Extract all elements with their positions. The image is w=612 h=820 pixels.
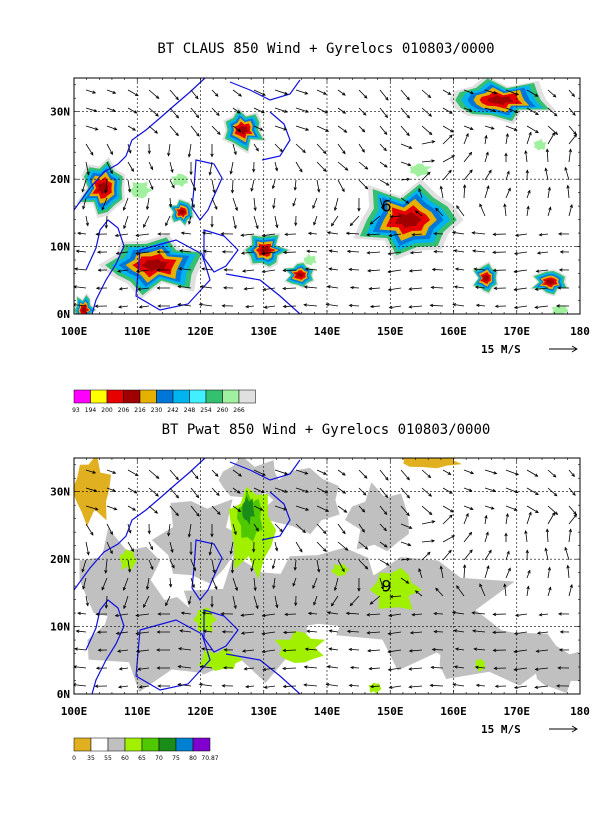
- lat-label: 30N: [50, 106, 70, 119]
- colorbar-label: 80: [189, 755, 197, 762]
- wind-arrow: [284, 252, 296, 253]
- colorbar-swatch: [108, 738, 125, 751]
- field-layer: 6: [73, 76, 580, 325]
- gyre-marker: 9: [381, 577, 391, 596]
- colorbar-label: 266: [233, 407, 245, 414]
- lon-label: 160E: [440, 325, 467, 338]
- colorbar-label: 216: [134, 407, 146, 414]
- reference-vector-label: 15 M/S: [481, 343, 521, 356]
- colorbar-swatch: [107, 390, 124, 403]
- lat-label: 10N: [50, 241, 70, 254]
- colorbar-swatch: [125, 738, 142, 751]
- gyre-marker: 6: [381, 197, 391, 216]
- colorbar-label: 70.87: [201, 755, 218, 762]
- colorbar-swatch: [223, 390, 240, 403]
- reference-vector-label: 15 M/S: [481, 723, 521, 736]
- colorbar-swatch: [140, 390, 157, 403]
- colorbar-swatch: [239, 390, 256, 403]
- colorbar-label: 193: [72, 407, 80, 414]
- colorbar-label: 206: [118, 407, 130, 414]
- lat-label: 30N: [50, 486, 70, 499]
- lat-label: 0N: [57, 688, 70, 701]
- colorbar-label: 70: [155, 755, 163, 762]
- lon-label: 140E: [314, 325, 341, 338]
- wind-arrow: [284, 632, 296, 633]
- wind-arrow: [285, 614, 296, 615]
- colorbar-swatch: [206, 390, 223, 403]
- lon-label: 140E: [314, 705, 341, 718]
- colorbar-swatch: [91, 738, 108, 751]
- colorbar-swatch: [142, 738, 159, 751]
- colorbar-swatch: [74, 738, 91, 751]
- lon-label: 110E: [124, 705, 151, 718]
- colorbar-swatch: [190, 390, 207, 403]
- lon-label: 160E: [440, 705, 467, 718]
- colorbar-label: 60: [121, 755, 129, 762]
- lon-label: 120E: [187, 705, 214, 718]
- lon-label: 180: [570, 705, 590, 718]
- lat-label: 0N: [57, 308, 70, 321]
- lon-label: 110E: [124, 325, 151, 338]
- colorbar-swatch: [74, 390, 91, 403]
- colorbar-label: 0: [72, 755, 76, 762]
- panel2-title: BT Pwat 850 Wind + Gyrelocs 010803/0000: [20, 422, 612, 438]
- colorbar-label: 75: [172, 755, 180, 762]
- lat-label: 20N: [50, 173, 70, 186]
- colorbar-swatch: [124, 390, 141, 403]
- lat-label: 20N: [50, 553, 70, 566]
- colorbar-swatch: [173, 390, 190, 403]
- colorbar-label: 65: [138, 755, 146, 762]
- lon-label: 150E: [377, 325, 404, 338]
- lat-label: 10N: [50, 621, 70, 634]
- panel2-colorbar: 0 35 55 60 65 70 75 80 70.87: [72, 736, 292, 766]
- lon-label: 170E: [504, 325, 531, 338]
- field-layer: 9: [72, 450, 589, 694]
- panel1-colorbar: 193 194 200 206 216 230 242 248 254 260 266: [72, 388, 272, 418]
- colorbar-swatch: [157, 390, 174, 403]
- lon-label: 180: [570, 325, 590, 338]
- lon-label: 120E: [187, 325, 214, 338]
- panel1-title: BT CLAUS 850 Wind + Gyrelocs 010803/0000: [20, 41, 612, 57]
- lon-label: 150E: [377, 705, 404, 718]
- colorbar-label: 55: [104, 755, 112, 762]
- colorbar-label: 248: [184, 407, 196, 414]
- colorbar-label: 254: [200, 407, 212, 414]
- colorbar-label: 200: [101, 407, 113, 414]
- colorbar-label: 242: [167, 407, 179, 414]
- lon-label: 100E: [61, 705, 88, 718]
- lon-label: 130E: [251, 705, 278, 718]
- colorbar-label: 194: [85, 407, 97, 414]
- colorbar-label: 35: [87, 755, 95, 762]
- colorbar-swatch: [159, 738, 176, 751]
- colorbar-swatch: [176, 738, 193, 751]
- wind-arrow: [285, 234, 296, 235]
- colorbar-label: 230: [151, 407, 163, 414]
- colorbar-label: 260: [217, 407, 229, 414]
- panel1-map: 6 30N 20N 10N 0N 100E 110E 120E 130E 140E 150E 160E…: [0, 60, 612, 440]
- colorbar-swatch: [193, 738, 210, 751]
- lon-label: 130E: [251, 325, 278, 338]
- lon-label: 100E: [61, 325, 88, 338]
- colorbar-swatch: [91, 390, 108, 403]
- lon-label: 170E: [504, 705, 531, 718]
